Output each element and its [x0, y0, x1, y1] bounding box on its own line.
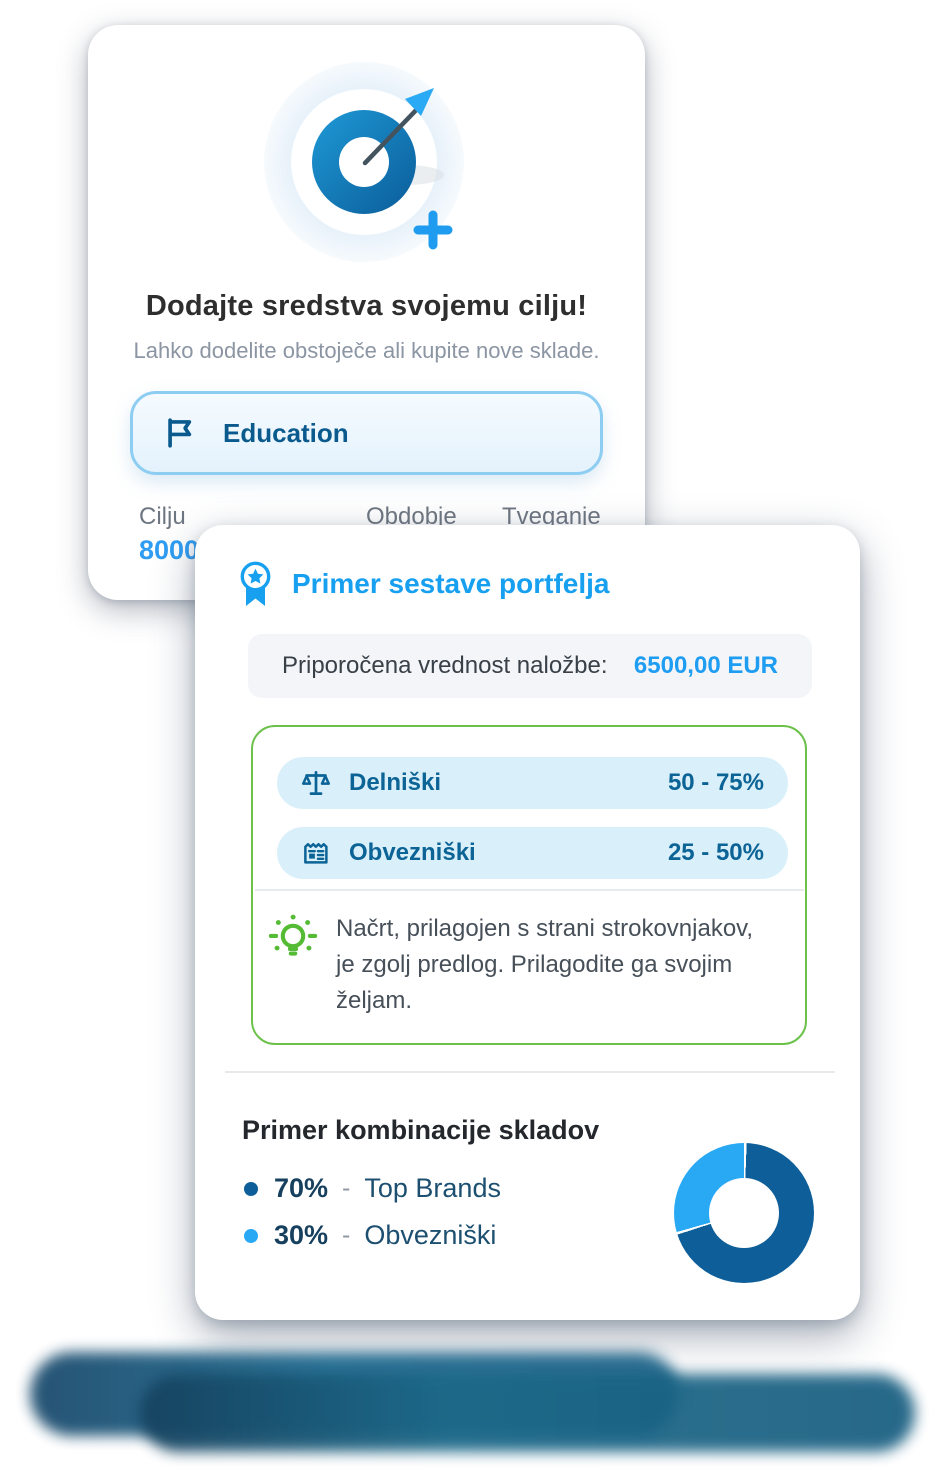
allocation-row-equity: Delniški 50 - 75%: [277, 757, 788, 809]
goal-stat-value: 8000: [139, 535, 200, 565]
lightbulb-icon: [268, 914, 318, 956]
bond-certificate-icon: [304, 843, 328, 864]
legend-label: Obvezniški: [364, 1220, 497, 1250]
fund-combo-heading: Primer kombinacije skladov: [242, 1115, 600, 1145]
target-illustration: [246, 42, 486, 282]
allocation-range: 50 - 75%: [667, 769, 764, 796]
recommended-value-label: Priporočena vrednost naložbe:: [282, 652, 608, 679]
allocation-box: Delniški 50 - 75% Obvezniški 25 - 50%: [251, 725, 807, 1045]
legend-percent: 30%: [274, 1220, 329, 1250]
goal-selector[interactable]: Education: [130, 391, 603, 475]
legend-dot: [244, 1181, 258, 1196]
scales-icon: [302, 771, 330, 795]
target-plus-icon: [264, 62, 464, 262]
goal-card: Dodajte sredstva svojemu cilju! Lahko do…: [88, 25, 645, 600]
flag-icon: [168, 418, 192, 448]
recommended-value-box: Priporočena vrednost naložbe: 6500,00 EU…: [248, 634, 812, 698]
section-divider: [225, 1071, 835, 1073]
legend-dot: [244, 1228, 258, 1243]
allocation-range: 25 - 50%: [667, 839, 764, 866]
portfolio-card-title: Primer sestave portfelja: [292, 568, 610, 599]
goal-card-subtitle: Lahko dodelite obstoječe ali kupite nove…: [133, 338, 600, 363]
goal-selector-value: Education: [223, 417, 349, 448]
legend-item-bonds: 30% - Obvezniški: [244, 1220, 496, 1251]
legend-item-top-brands: 70% - Top Brands: [244, 1173, 501, 1204]
portfolio-card-header: Primer sestave portfelja: [237, 560, 610, 608]
goal-stat-label: Cilju: [139, 503, 186, 530]
legend-separator: -: [342, 1221, 351, 1249]
legend-percent: 70%: [274, 1173, 329, 1203]
donut-chart: [674, 1143, 814, 1283]
decor-shadow-blob: [140, 1374, 915, 1452]
allocation-divider: [255, 889, 804, 891]
legend-label: Top Brands: [364, 1173, 501, 1203]
award-ribbon-icon: [240, 561, 271, 606]
allocation-tip-text: Načrt, prilagojen s strani strokovnjakov…: [336, 915, 754, 1014]
allocation-label: Obvezniški: [349, 839, 476, 866]
allocation-label: Delniški: [349, 769, 442, 796]
portfolio-card: Primer sestave portfelja Priporočena vre…: [195, 525, 860, 1320]
legend-separator: -: [342, 1174, 351, 1202]
goal-card-title: Dodajte sredstva svojemu cilju!: [145, 290, 588, 322]
recommended-value-amount: 6500,00 EUR: [633, 652, 778, 679]
allocation-row-bonds: Obvezniški 25 - 50%: [277, 827, 788, 879]
